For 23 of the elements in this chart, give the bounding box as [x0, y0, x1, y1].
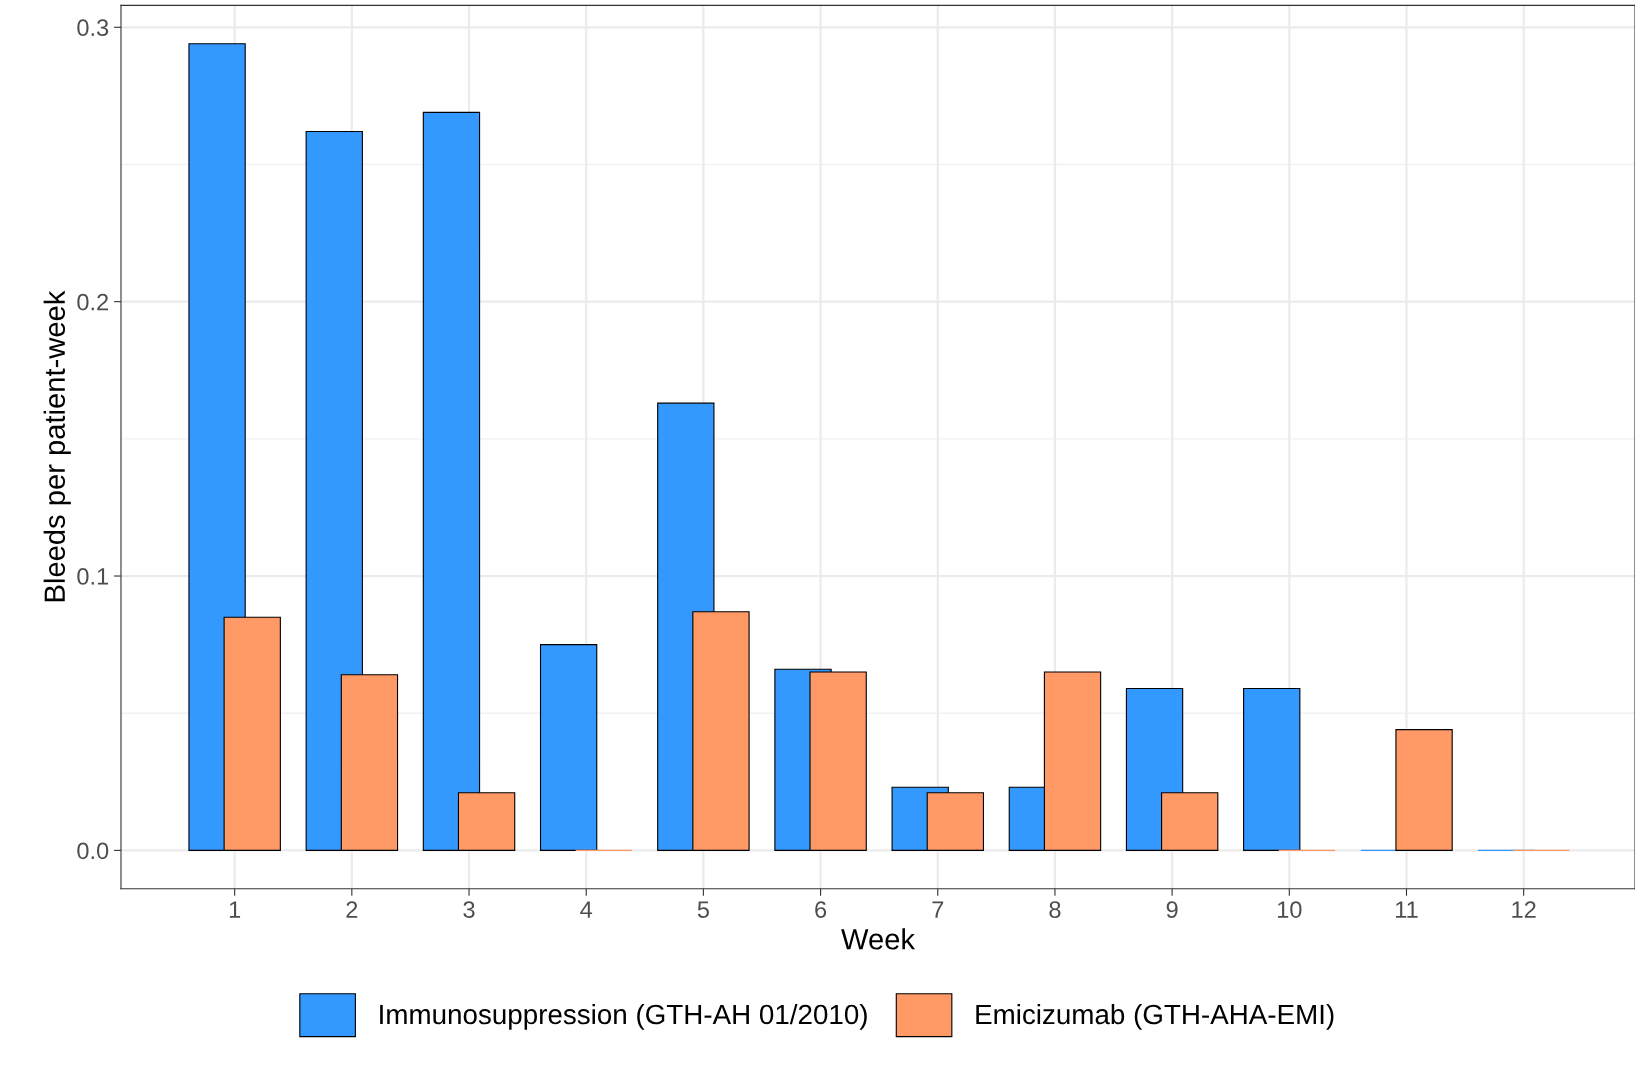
x-tick-label: 3: [463, 901, 475, 918]
bar: [1243, 687, 1301, 851]
x-tick-label: 11: [1396, 901, 1418, 918]
x-tick-label: 7: [932, 901, 944, 918]
y-tick-label: 0.1: [77, 568, 109, 585]
x-tick-label: 12: [1512, 901, 1536, 918]
x-tick-label: 4: [580, 901, 593, 918]
x-tick-label: 9: [1166, 901, 1178, 918]
x-tick-label: 10: [1277, 901, 1302, 918]
x-tick-label: 1: [229, 901, 241, 918]
bar: [539, 644, 598, 851]
legend-label: Immunosuppression (GTH-AH 01/2010): [380, 1003, 867, 1030]
x-axis-title: Week: [841, 928, 916, 950]
y-tick-label: 0.0: [77, 842, 109, 860]
x-tick-label: 2: [346, 901, 358, 918]
x-tick-label: 8: [1049, 901, 1061, 918]
legend-label: Emicizumab (GTH-AHA-EMI): [976, 1003, 1334, 1030]
y-axis-title: Bleeds per patient-week: [43, 290, 71, 602]
y-tick-label: 0.3: [77, 19, 109, 37]
x-tick-label: 6: [815, 901, 827, 918]
x-tick-label: 5: [697, 901, 709, 918]
y-tick-label: 0.2: [77, 293, 108, 311]
bar: [1395, 729, 1453, 851]
